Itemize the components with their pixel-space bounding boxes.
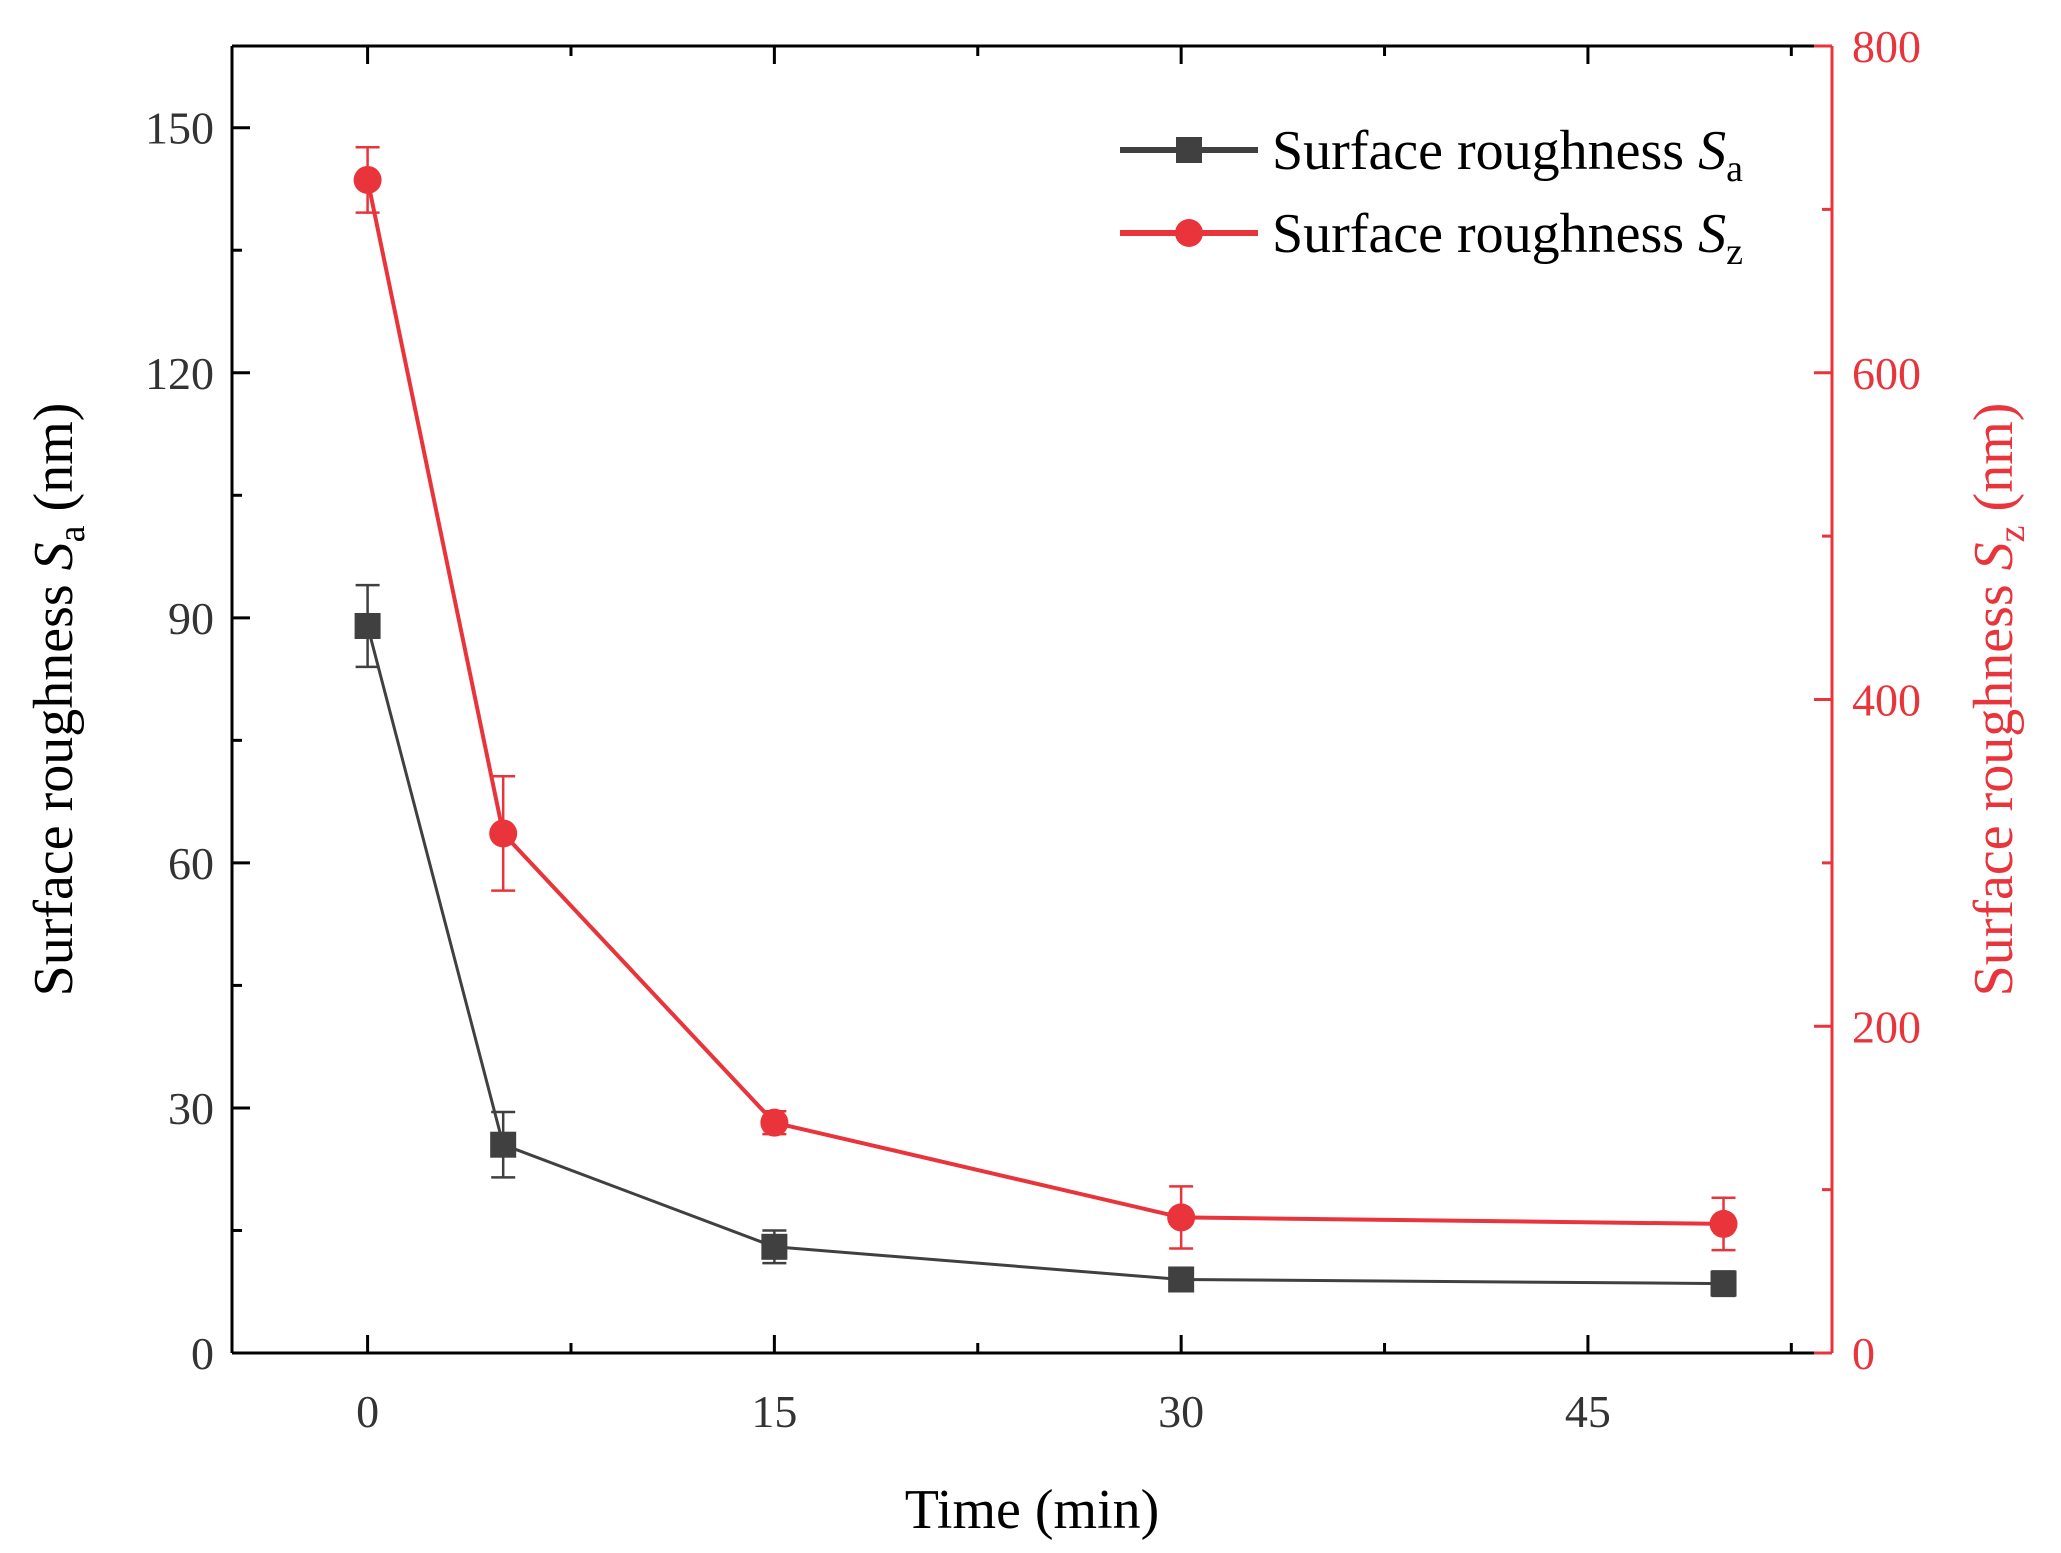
series-2 xyxy=(353,146,1738,1252)
y-left-tick-label: 30 xyxy=(168,1083,214,1134)
y-right-tick-label: 400 xyxy=(1852,675,1921,726)
x-tick-label: 45 xyxy=(1565,1386,1611,1437)
data-point-circle xyxy=(489,819,518,848)
y-right-axis-title-unit: (nm) xyxy=(1963,403,2025,526)
x-tick-label: 15 xyxy=(751,1386,797,1437)
data-point-circle xyxy=(1709,1209,1738,1238)
series-1 xyxy=(354,583,1737,1298)
legend-label-text: Surface roughness xyxy=(1272,120,1698,182)
y-left-tick-label: 150 xyxy=(145,103,214,154)
y-left-axis-title-unit: (nm) xyxy=(23,403,85,526)
y-left-axis-title: Surface roughness Sa (nm) xyxy=(23,403,93,997)
y-left-axis-title-text: Surface roughness xyxy=(23,570,85,996)
y-right-axis-title-text: Surface roughness xyxy=(1963,570,2025,996)
legend-label: Surface roughness Sz xyxy=(1272,203,1743,273)
data-point-square xyxy=(1168,1266,1195,1293)
data-point-circle xyxy=(1167,1203,1196,1232)
legend-item-2: Surface roughness Sz xyxy=(1120,203,1743,273)
y-right-tick-label: 800 xyxy=(1852,21,1921,72)
data-point-circle xyxy=(353,165,382,194)
series-line xyxy=(365,179,1724,1226)
legend-label-subscript: a xyxy=(1726,148,1743,190)
y-right-axis-title: Surface roughness Sz (nm) xyxy=(1963,403,2033,997)
y-right-axis-title-symbol: S xyxy=(1963,542,2025,570)
legend-item-1: Surface roughness Sa xyxy=(1120,120,1743,190)
data-point-square xyxy=(354,612,381,639)
legend-label-symbol: S xyxy=(1698,203,1726,265)
x-tick-label: 30 xyxy=(1158,1386,1204,1437)
y-right-tick-label: 0 xyxy=(1852,1328,1875,1379)
y-left-tick-label: 120 xyxy=(145,348,214,399)
y-right-axis-title-subscript: z xyxy=(1991,525,2033,542)
legend-label-subscript: z xyxy=(1726,231,1743,273)
y-right-tick-label: 200 xyxy=(1852,1001,1921,1052)
y-left-tick-label: 0 xyxy=(191,1328,214,1379)
x-tick-label: 0 xyxy=(356,1386,379,1437)
legend-label: Surface roughness Sa xyxy=(1272,120,1743,190)
x-axis-title: Time (min) xyxy=(905,1479,1160,1541)
y-left-tick-label: 60 xyxy=(168,838,214,889)
y-right-tick-label: 600 xyxy=(1852,348,1921,399)
y-left-tick-label: 90 xyxy=(168,593,214,644)
data-point-square xyxy=(490,1131,517,1158)
legend-label-text: Surface roughness xyxy=(1272,203,1698,265)
legend-marker-circle xyxy=(1175,219,1203,247)
data-point-square xyxy=(1710,1270,1737,1297)
data-point-square xyxy=(761,1233,788,1260)
legend-marker-square xyxy=(1176,137,1202,163)
data-point-circle xyxy=(760,1108,789,1137)
y-left-axis-title-subscript: a xyxy=(51,525,93,542)
y-left-axis-title-symbol: S xyxy=(23,542,85,570)
legend-label-symbol: S xyxy=(1698,120,1726,182)
